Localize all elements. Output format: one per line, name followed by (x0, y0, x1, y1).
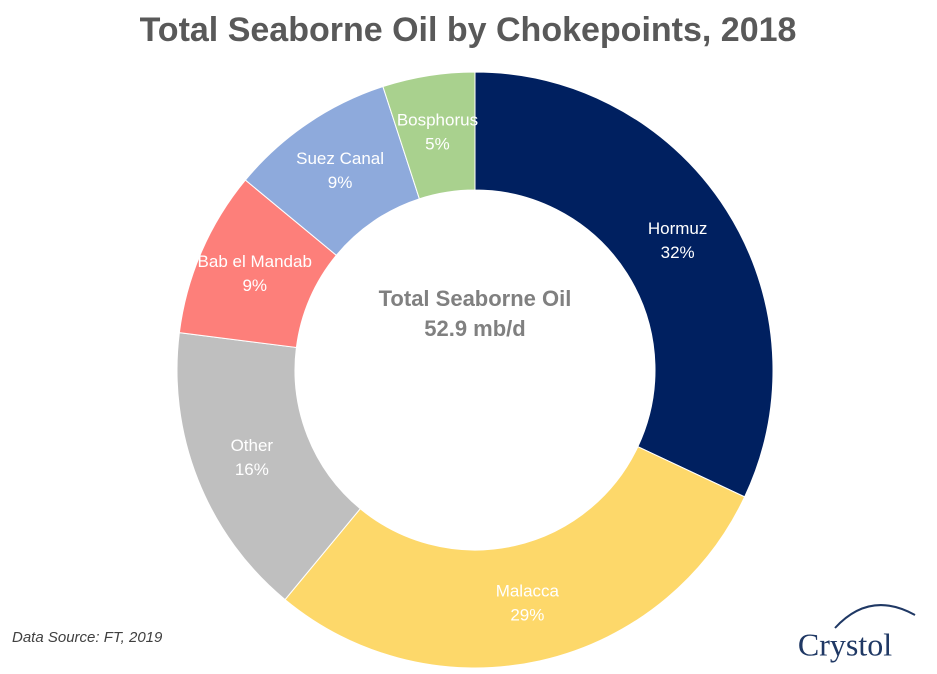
segment-value-label: 9% (242, 276, 267, 295)
segment-value-label: 5% (425, 134, 450, 153)
segment-value-label: 32% (661, 243, 695, 262)
donut-segment (474, 71, 774, 498)
segment-label: Bab el Mandab (198, 252, 312, 271)
chart-title: Total Seaborne Oil by Chokepoints, 2018 (140, 11, 797, 49)
source-note: Data Source: FT, 2019 (12, 629, 163, 646)
segment-label: Suez Canal (296, 149, 384, 168)
segment-value-label: 9% (328, 173, 353, 192)
segment-value-label: 29% (510, 606, 544, 625)
center-text: Total Seaborne Oil (379, 286, 572, 311)
donut-segment (284, 445, 746, 669)
logo: Crystol (798, 626, 892, 662)
donut-segment (382, 71, 476, 200)
segment-value-label: 16% (235, 460, 269, 479)
logo-arc (834, 604, 916, 629)
segment-label: Bosphorus (397, 110, 478, 129)
segment-label: Malacca (496, 582, 560, 601)
center-text: 52.9 mb/d (424, 316, 525, 341)
segment-label: Other (231, 436, 274, 455)
segment-label: Hormuz (648, 219, 708, 238)
